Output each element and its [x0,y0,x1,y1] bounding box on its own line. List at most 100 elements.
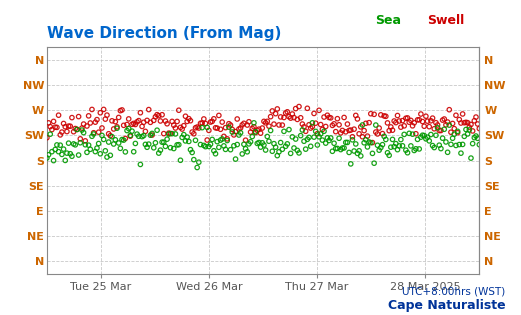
Point [71,126,79,131]
Point [228,127,237,132]
Point [128,129,136,134]
Point [306,144,315,149]
Point [140,133,148,138]
Point [323,113,331,118]
Point [457,151,465,156]
Point [333,116,342,121]
Point [380,134,388,139]
Point [130,121,138,126]
Point [184,139,193,144]
Point [410,120,418,125]
Point [474,122,482,127]
Point [56,143,65,148]
Point [442,140,450,145]
Point [280,129,288,134]
Point [213,139,221,144]
Point [109,141,118,146]
Point [408,132,417,137]
Point [230,132,238,137]
Point [81,142,90,147]
Point [305,122,313,127]
Point [237,125,245,130]
Point [395,143,403,148]
Point [378,131,387,136]
Point [109,126,118,131]
Point [428,116,437,121]
Point [331,129,340,134]
Point [438,117,446,123]
Point [415,117,424,122]
Point [48,149,56,154]
Point [183,135,191,140]
Point [313,131,321,136]
Point [231,157,240,162]
Point [158,140,166,145]
Point [293,117,302,122]
Point [430,126,438,131]
Point [399,143,407,148]
Point [96,110,105,115]
Point [225,121,233,126]
Point [203,125,212,130]
Point [170,123,178,128]
Point [291,136,300,141]
Point [150,118,158,123]
Point [262,120,270,125]
Point [208,119,216,124]
Point [180,132,188,137]
Point [460,134,468,139]
Point [116,146,125,151]
Point [93,146,101,151]
Point [101,117,109,122]
Point [75,114,83,119]
Point [425,124,433,129]
Point [312,121,320,126]
Point [156,148,165,153]
Point [155,151,163,156]
Point [348,137,356,142]
Point [302,129,310,134]
Point [343,140,352,145]
Point [462,127,470,132]
Point [400,132,408,137]
Point [91,120,100,125]
Point [315,108,323,113]
Point [248,126,256,131]
Point [337,147,345,152]
Point [252,129,260,134]
Point [196,121,205,126]
Point [191,138,200,143]
Point [44,152,53,157]
Point [98,133,106,138]
Point [187,118,195,123]
Point [118,137,126,142]
Point [287,151,295,156]
Point [63,129,71,134]
Point [333,146,342,151]
Point [412,146,420,151]
Point [328,123,337,128]
Point [285,114,293,119]
Point [356,124,365,129]
Point [468,141,477,146]
Point [238,122,246,127]
Point [215,113,223,118]
Point [86,147,94,152]
Point [105,140,113,145]
Point [163,121,171,126]
Point [450,132,458,137]
Point [475,142,483,147]
Point [246,129,255,135]
Point [365,120,373,125]
Point [467,156,475,161]
Point [54,113,63,118]
Point [375,148,383,153]
Point [113,124,121,129]
Point [365,140,373,145]
Point [465,125,474,130]
Point [306,126,315,131]
Point [155,113,163,118]
Point [221,147,230,152]
Point [325,138,333,143]
Point [106,133,115,138]
